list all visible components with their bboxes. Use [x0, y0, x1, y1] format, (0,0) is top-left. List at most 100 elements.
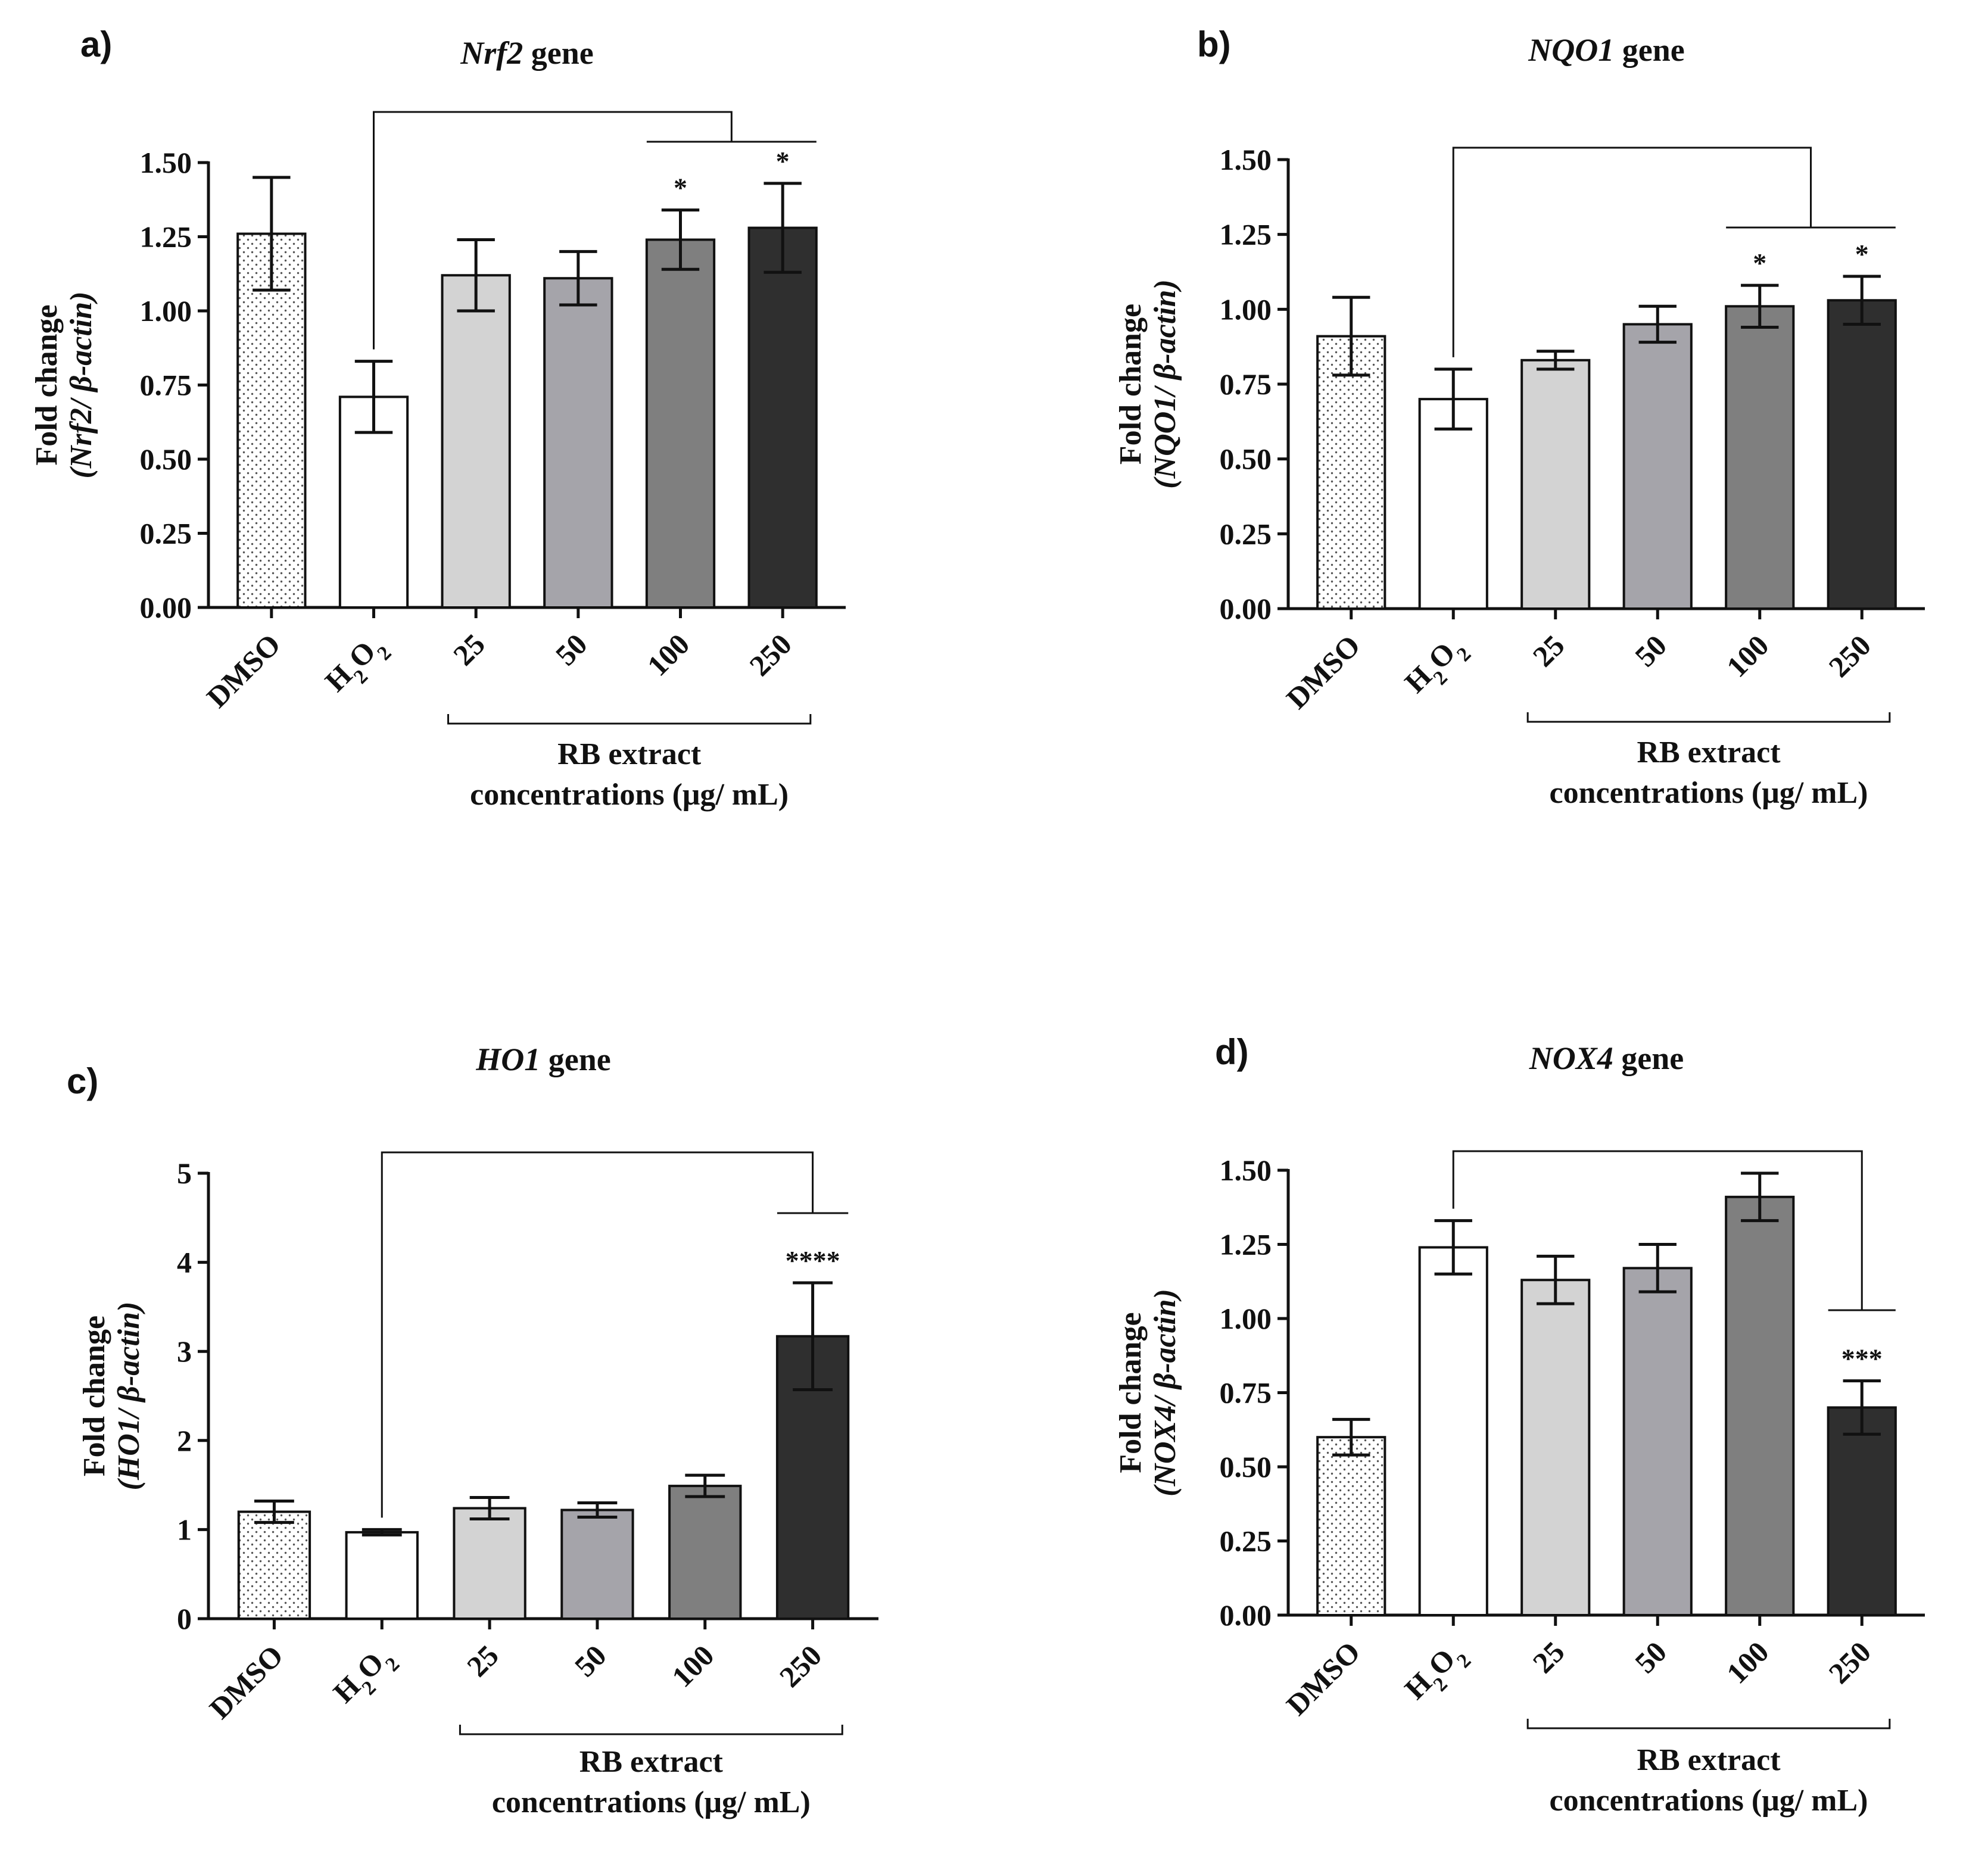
panel-letter: c)	[67, 1061, 98, 1101]
bar-4	[1725, 305, 1795, 610]
bar-0	[1316, 335, 1386, 610]
x-tick-label: 50	[568, 1638, 613, 1683]
y-tick-label: 1.50	[1220, 143, 1272, 176]
group-bracket	[447, 714, 812, 725]
bar-2	[441, 274, 511, 609]
x-tick-label: 100	[641, 627, 696, 682]
y-tick-label: 0.50	[1220, 1450, 1272, 1483]
y-axis-label: Fold change	[30, 304, 64, 465]
chart-panel-3: d) NOX4 gene Fold change (NOX4/ β-actin) 0.0…	[1114, 1032, 1925, 1818]
significance-mark: *	[674, 173, 687, 203]
chart-title: NOX4 gene	[1529, 1040, 1684, 1076]
y-tick-label: 0	[177, 1602, 192, 1635]
y-tick-label: 1.25	[140, 220, 192, 254]
bar-5	[747, 226, 818, 609]
bar-3	[1622, 1267, 1693, 1617]
y-tick-label: 0.25	[140, 517, 192, 550]
bar-1	[345, 1531, 419, 1620]
bar-2	[1520, 359, 1591, 610]
y-tick-label: 1.25	[1220, 1228, 1272, 1261]
x-tick-label: 250	[1822, 628, 1877, 684]
x-tick-label-h2o2: H2O2	[326, 1638, 404, 1716]
x-tick-label: DMSO	[200, 627, 287, 714]
x-tick-label: 50	[1628, 628, 1673, 673]
bar-2	[453, 1507, 526, 1620]
chart-title-gene: NOX4	[1529, 1040, 1613, 1076]
significance-mark: *	[1855, 239, 1869, 269]
chart-title: NQO1 gene	[1528, 32, 1684, 68]
x-tick-label-h2o2: H2O2	[1398, 1635, 1475, 1712]
bar-3	[1622, 323, 1693, 610]
chart-panel-0: a) Nrf2 gene Fold change (Nrf2/ β-actin) 0.0…	[30, 24, 846, 812]
y-axis-label: Fold change	[1114, 1312, 1148, 1473]
x-tick-label: DMSO	[203, 1638, 290, 1725]
group-label-line2: concentrations (μg/ mL)	[492, 1785, 811, 1819]
y-axis-label-ratio: (NOX4/ β-actin)	[1148, 1289, 1182, 1497]
bar-4	[645, 238, 716, 609]
x-tick-label: 50	[549, 627, 594, 672]
comparison-bracket	[1452, 147, 1812, 357]
y-tick-label: 0.50	[1220, 442, 1272, 476]
significance-mark: ****	[786, 1245, 840, 1276]
bar-5	[1827, 1406, 1897, 1616]
y-tick-label: 1.00	[140, 294, 192, 328]
y-axis-label-ratio: (NQO1/ β-actin)	[1148, 279, 1182, 489]
y-tick-label: 0.75	[1220, 367, 1272, 401]
x-tick-label-h2o2: H2O2	[1398, 628, 1475, 706]
chart-title-gene: Nrf2	[460, 35, 523, 71]
x-tick-label: 25	[1526, 1635, 1571, 1679]
y-tick-label: 2	[177, 1424, 192, 1457]
y-tick-label: 0.25	[1220, 517, 1272, 550]
x-tick-label: 250	[743, 627, 798, 682]
y-tick-label: 1.00	[1220, 1302, 1272, 1335]
x-tick-label: 25	[1526, 628, 1571, 673]
bar-1	[1418, 1246, 1488, 1616]
y-tick-label: 0.25	[1220, 1525, 1272, 1558]
y-tick-label: 1.50	[140, 146, 192, 179]
chart-title-gene: NQO1	[1528, 32, 1614, 68]
group-label-line1: RB extract	[1637, 735, 1781, 769]
group-label-line1: RB extract	[1637, 1743, 1781, 1777]
y-tick-label: 4	[177, 1246, 192, 1279]
panel-letter: d)	[1215, 1032, 1249, 1072]
chart-title-suffix: gene	[1614, 32, 1684, 68]
y-axis-label: Fold change	[1114, 304, 1148, 465]
chart-title: Nrf2 gene	[460, 35, 593, 71]
x-tick-label: DMSO	[1280, 628, 1367, 715]
x-tick-label: 25	[447, 627, 491, 672]
y-tick-label: 5	[177, 1157, 192, 1190]
bar-0	[237, 1510, 311, 1620]
x-tick-label: DMSO	[1280, 1635, 1367, 1722]
y-tick-label: 0.00	[140, 591, 192, 624]
x-tick-label: 25	[460, 1638, 505, 1683]
y-tick-label: 0.75	[1220, 1376, 1272, 1410]
y-axis-label-ratio: (Nrf2/ β-actin)	[64, 291, 98, 478]
group-bracket	[459, 1725, 843, 1735]
bar-1	[1418, 398, 1488, 610]
y-axis-label: Fold change	[77, 1316, 111, 1476]
chart-title-suffix: gene	[1613, 1040, 1684, 1076]
chart-title-suffix: gene	[540, 1042, 610, 1077]
bar-3	[560, 1509, 634, 1620]
chart-title-suffix: gene	[523, 35, 593, 71]
x-tick-label: 250	[1822, 1635, 1877, 1690]
y-tick-label: 0.50	[140, 442, 192, 476]
x-tick-label: 100	[1720, 1635, 1775, 1690]
y-tick-label: 1.25	[1220, 218, 1272, 251]
group-label-line1: RB extract	[579, 1745, 724, 1779]
panel-letter: a)	[80, 24, 112, 64]
y-axis-label-ratio: (HO1/ β-actin)	[112, 1302, 146, 1491]
chart-panel-1: b) NQO1 gene Fold change (NQO1/ β-actin) 0.0…	[1114, 24, 1925, 810]
group-bracket	[1526, 712, 1891, 723]
chart-title: HO1 gene	[475, 1042, 610, 1077]
y-tick-label: 3	[177, 1335, 192, 1368]
group-bracket	[1526, 1719, 1891, 1729]
bar-5	[1827, 299, 1897, 610]
x-tick-label: 250	[773, 1638, 828, 1694]
panel-letter: b)	[1197, 24, 1231, 64]
bar-0	[1316, 1436, 1386, 1616]
group-label-line2: concentrations (μg/ mL)	[470, 778, 789, 812]
y-tick-label: 1.50	[1220, 1154, 1272, 1187]
group-label-line2: concentrations (μg/ mL)	[1550, 1784, 1868, 1818]
